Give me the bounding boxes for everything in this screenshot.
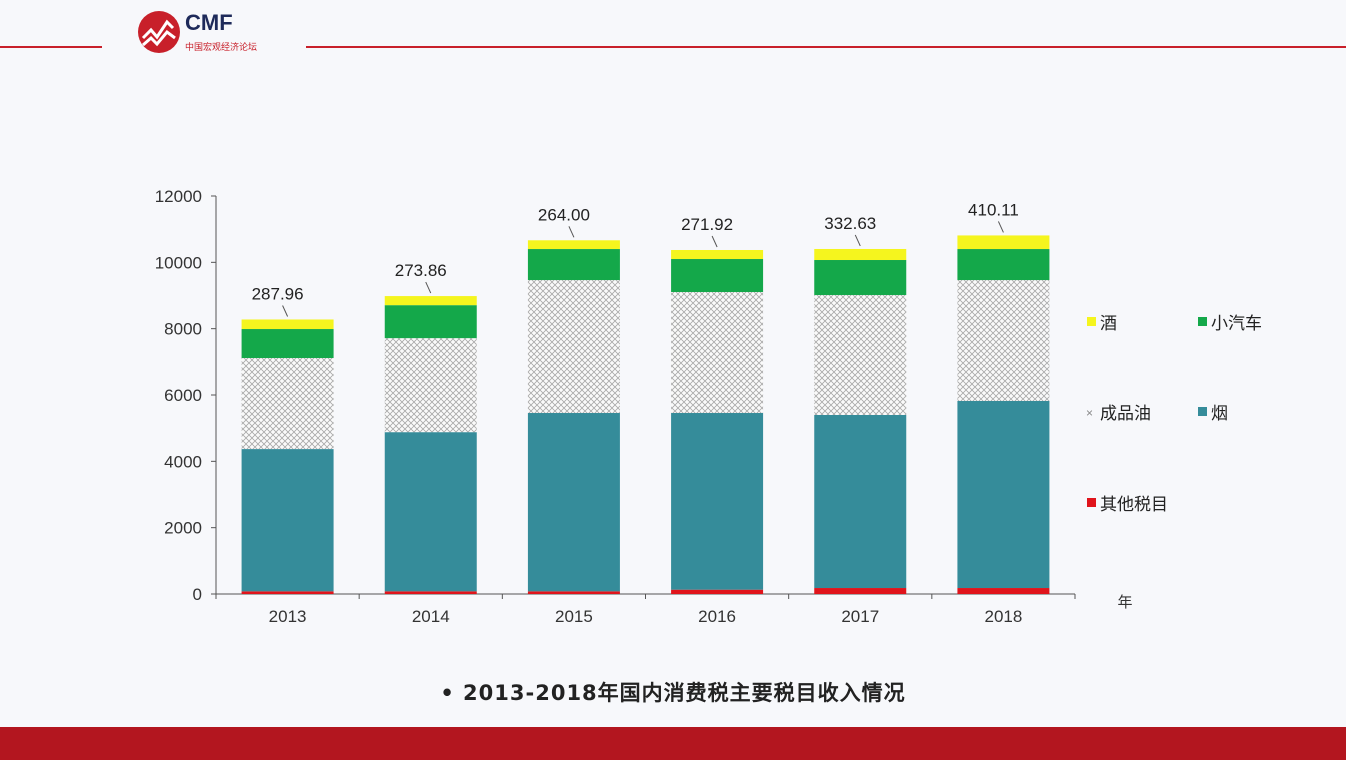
data-label: 410.11 [968,200,1019,219]
logo-emblem-icon [138,11,180,53]
bar-segment [241,329,334,359]
y-tick-label: 12000 [155,187,202,206]
bar-segment [384,432,477,592]
legend-label: 成品油 [1100,404,1151,423]
data-label-leader [711,235,718,248]
cmf-logo: CMF 中国宏观经济论坛 [137,10,287,54]
bar-segment [814,414,907,589]
data-label: 332.63 [824,214,876,233]
bar-segment [384,305,477,339]
legend-label: 其他税目 [1100,495,1168,514]
y-tick-label: 2000 [164,519,202,538]
header-line-left [0,46,102,48]
x-tick-label: 2014 [412,607,450,626]
bar-segment [241,358,334,450]
bar-segment [241,319,334,330]
data-label: 264.00 [538,205,590,224]
legend-marker-x-icon: × [1086,406,1093,420]
bar-segment [957,588,1050,594]
x-axis-label: 年 [1117,594,1132,611]
bar-segment [957,235,1050,250]
y-tick-label: 0 [193,585,202,604]
data-label-leader [425,281,432,294]
bar-segment [671,249,764,260]
x-tick-label: 2016 [698,607,736,626]
legend-label: 烟 [1211,404,1228,423]
data-label-leader [997,221,1004,233]
y-tick-label: 8000 [164,320,202,339]
bar-segment [957,249,1050,281]
bar-segment [527,413,620,592]
y-tick-label: 4000 [164,452,202,471]
legend-marker [1198,407,1207,416]
bar-segment [384,338,477,433]
data-label: 287.96 [252,284,304,303]
data-label: 271.92 [681,215,733,234]
bar-segment [671,589,764,594]
logo-text: CMF [185,10,233,35]
bar-segment [527,591,620,594]
bar-segment [814,295,907,415]
bar-segment [957,280,1050,402]
data-label-leader [568,226,575,238]
bar-segment [671,413,764,590]
stacked-bar-chart: 0 2000 4000 6000 8000 10000 12000 年 2013 2014 2015… [155,187,1262,626]
footer-band [0,727,1346,760]
bar-segment [814,260,907,296]
bar-segment [671,259,764,293]
bar-segment [384,591,477,594]
legend-label: 酒 [1100,314,1117,333]
x-tick-label: 2018 [985,607,1023,626]
legend-label: 小汽车 [1211,314,1262,333]
logo-subtitle: 中国宏观经济论坛 [185,43,258,53]
x-tick-label: 2013 [269,607,307,626]
x-tick-label: 2015 [555,607,593,626]
bar-segment [241,449,334,592]
data-label-leader [854,234,861,247]
y-tick-label: 6000 [164,386,202,405]
legend-marker [1198,317,1207,326]
bar-segment [241,591,334,594]
bar-segment [384,296,477,306]
header-line-right [306,46,1346,48]
bar-segment [527,240,620,250]
bar-segment [527,249,620,281]
bar-segment [671,292,764,414]
chart-caption: • 2013-2018年国内消费税主要税目收入情况 [440,681,906,705]
bar-segment [814,248,907,261]
data-label-leader [282,305,289,317]
bar-segment [957,401,1050,589]
legend-marker [1087,498,1096,507]
x-tick-label: 2017 [841,607,879,626]
data-label: 273.86 [395,261,447,280]
legend-marker [1087,317,1096,326]
y-tick-label: 10000 [155,253,202,272]
bar-segment [527,280,620,414]
bar-segment [814,588,907,594]
